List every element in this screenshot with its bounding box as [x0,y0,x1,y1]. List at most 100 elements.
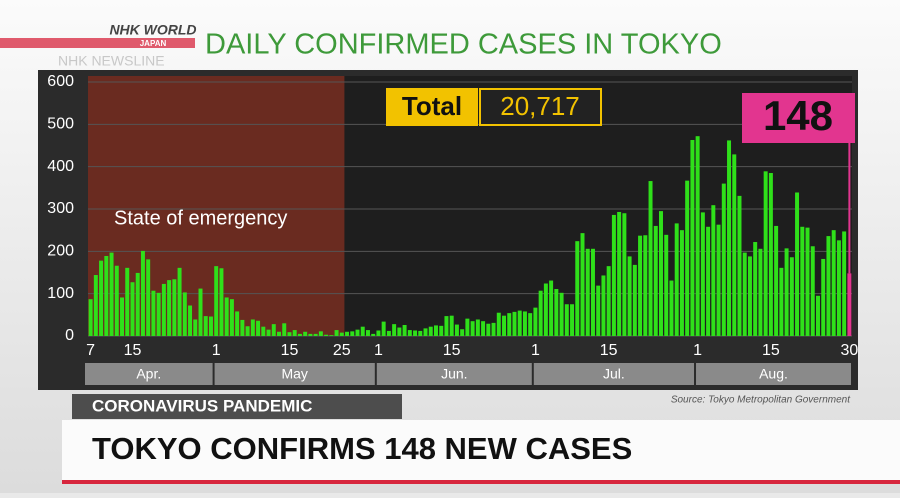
bar [433,325,438,336]
x-tick-label: 15 [762,342,780,359]
bar [836,240,841,336]
bar [172,279,177,336]
bar [156,292,161,336]
bar [125,267,130,336]
bar [679,230,684,336]
bar [297,333,302,336]
bar [570,304,575,336]
bar [632,264,637,336]
bar [114,265,119,336]
bar [768,173,773,336]
bar [407,330,412,336]
bar [847,273,852,336]
bar [308,333,313,336]
bar [486,323,491,336]
bar [219,268,224,336]
bar [292,330,297,336]
bar [669,280,674,336]
source: Source: Tokyo Metropolitan Government [671,395,851,406]
bar [318,331,323,336]
section: CORONAVIRUS PANDEMIC [92,396,312,415]
bar [350,331,355,336]
bar [585,248,590,336]
bar [590,248,595,336]
x-tick-label: 25 [333,342,351,359]
bar [339,332,344,336]
y-tick-label: 600 [47,73,74,90]
bar [815,295,820,336]
bar [831,230,836,336]
x-tick-label: 1 [374,342,383,359]
month-box [214,363,375,385]
bar [700,212,705,336]
bar [549,280,554,336]
bar [287,332,292,336]
bar [104,255,109,336]
bar [517,310,522,336]
bar [664,234,669,336]
bar [345,331,350,336]
bar [109,252,114,336]
program: NHK NEWSLINE [58,53,165,69]
bar [533,307,538,336]
bar [439,325,444,336]
bar [554,289,559,336]
bar [418,330,423,336]
month-box [533,363,695,385]
bar [245,326,250,336]
bar [99,260,104,336]
bar [93,275,98,336]
x-tick-label: 15 [443,342,461,359]
total-label-box [386,88,478,126]
bar [460,329,465,336]
bar [334,330,339,336]
y-tick-label: 400 [47,158,74,175]
bar [580,233,585,336]
bar [365,330,370,336]
bar [188,305,193,336]
headline-rule [62,480,900,484]
bar [376,330,381,336]
bar [685,180,690,336]
bar [470,321,475,336]
month-label: Apr. [136,366,161,382]
bar [329,335,334,336]
bar [444,316,449,336]
bar [559,292,564,336]
bar [753,242,758,336]
month-box [696,363,851,385]
bar [779,267,784,336]
bar [805,227,810,336]
bar [392,324,397,336]
month-label: May [281,366,307,382]
bar [182,292,187,336]
bar [800,226,805,336]
y-tick-label: 500 [47,116,74,133]
bar [606,266,611,336]
month-box [376,363,532,385]
bar [271,324,276,336]
bar [161,283,166,336]
bar [208,316,213,336]
month-label: Jul. [603,366,625,382]
x-tick-label: 1 [693,342,702,359]
bar [250,319,255,336]
month-label: Jun. [441,366,467,382]
brand-stripe [0,38,195,48]
bar [135,272,140,336]
total-value: 20,717 [500,91,580,121]
bar [617,211,622,336]
bar [88,299,93,336]
x-tick-label: 15 [600,342,618,359]
bar [229,299,234,336]
bar [475,319,480,336]
bar [240,319,245,336]
bar [711,205,716,336]
bar [716,224,721,336]
bar [502,315,507,336]
section-box [72,394,402,419]
month-box [85,363,213,385]
bar [543,283,548,336]
bar [203,316,208,336]
